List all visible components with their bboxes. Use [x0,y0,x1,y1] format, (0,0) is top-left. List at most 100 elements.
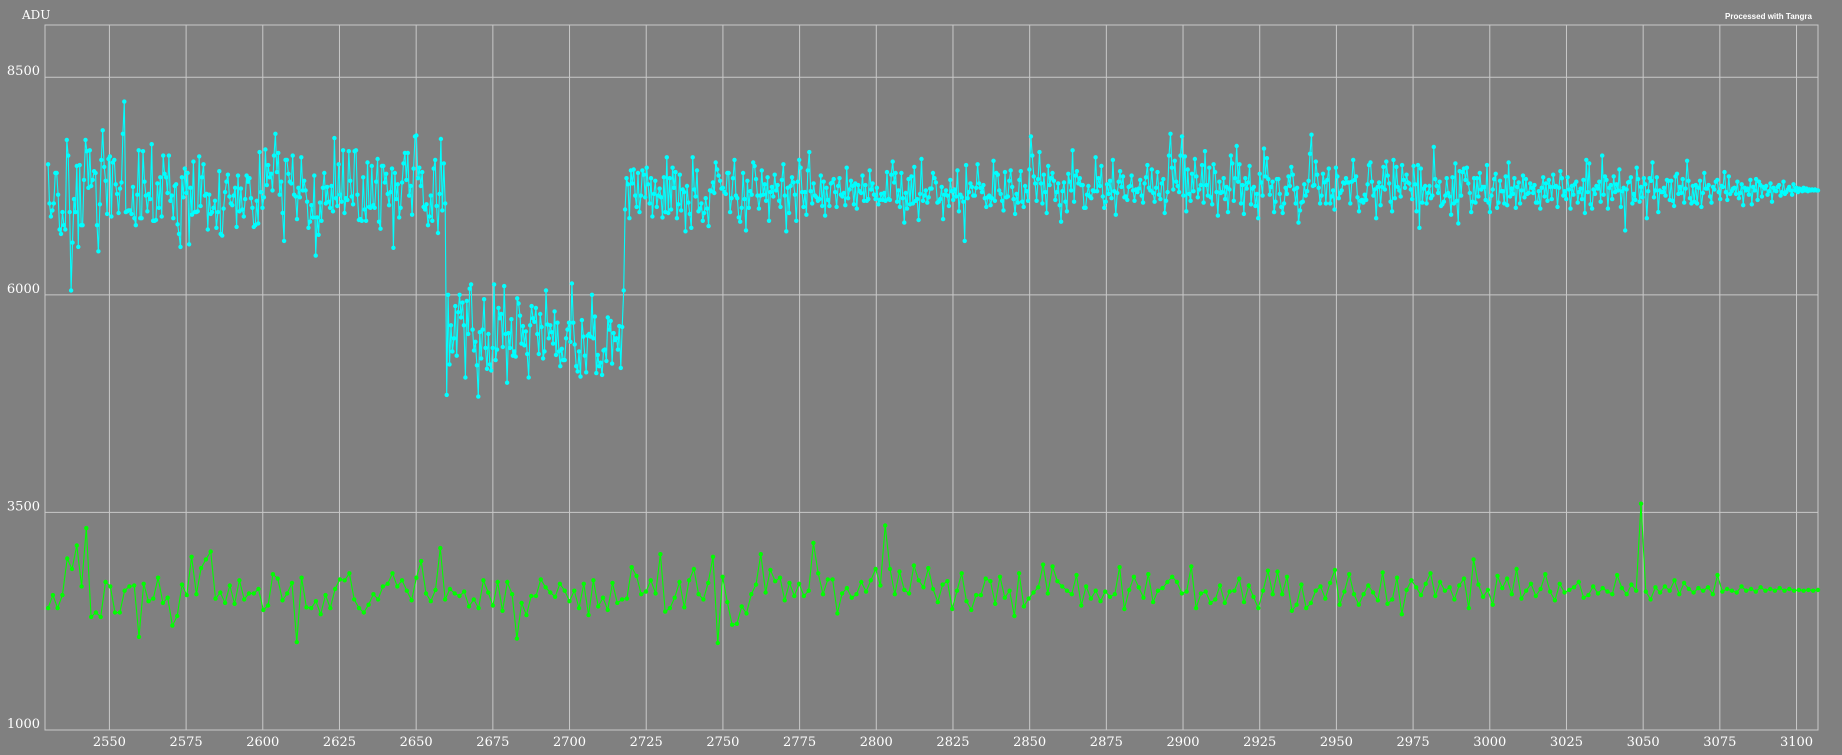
data-point [276,150,281,156]
data-point [175,613,180,619]
data-point [653,591,658,596]
data-point [1466,181,1471,186]
data-point [1267,192,1273,197]
data-point [1362,192,1367,197]
data-point [1211,162,1216,167]
data-point [1718,196,1723,202]
data-point [1682,200,1687,205]
data-point [1020,199,1025,204]
data-point [896,188,901,193]
data-point [1758,585,1763,590]
data-point [533,305,539,311]
data-point [1725,197,1730,203]
data-point [70,240,75,245]
data-point [630,181,635,186]
data-point [873,196,878,202]
data-point [916,578,921,583]
data-point [363,218,369,223]
data-point [732,157,737,163]
data-point [1428,571,1433,576]
data-point [621,288,626,293]
data-point [1643,182,1648,187]
data-point [1582,210,1588,216]
data-point [336,162,341,167]
data-point [1307,151,1313,156]
data-point [1061,180,1067,185]
data-point [74,543,80,548]
data-point [1441,199,1447,204]
data-point [1083,584,1089,589]
data-point [676,202,681,207]
data-point [858,190,864,196]
data-point [1122,606,1127,612]
data-point [1585,189,1591,195]
data-point [1447,585,1452,590]
data-point [530,316,536,321]
data-point [1663,193,1668,198]
data-point [1189,564,1194,569]
data-point [1038,181,1044,186]
data-point [371,592,376,597]
data-point [1397,188,1402,193]
data-point [1412,182,1418,187]
data-point [644,165,649,170]
data-point [1237,576,1242,581]
data-point [903,190,908,196]
data-point [683,229,688,234]
data-point [184,592,189,598]
data-point [198,203,203,209]
data-point [181,195,186,200]
data-point [935,599,940,605]
data-point [293,194,298,199]
data-point [1012,613,1017,619]
data-point [428,193,433,198]
data-point [129,211,134,217]
data-point [693,194,698,199]
data-point [1752,188,1757,193]
data-point [242,597,247,602]
data-point [286,171,291,176]
data-point [366,602,371,607]
data-point [476,605,481,611]
data-point [1710,592,1716,597]
data-point [285,591,290,596]
data-point [490,345,495,351]
data-point [1557,581,1562,586]
data-point [268,171,274,176]
data-point [1136,585,1141,590]
data-point [399,180,405,185]
data-point [1015,200,1021,205]
data-point [68,288,74,293]
data-point [761,192,766,197]
data-point [327,205,333,210]
data-point [824,185,829,190]
data-point [339,199,344,204]
data-point [60,209,65,215]
data-point [870,181,875,186]
data-point [135,192,140,197]
data-point [798,165,803,170]
data-point [591,336,596,341]
data-point [726,170,731,176]
data-point [1361,592,1366,597]
data-point [500,344,505,350]
data-point [930,170,936,176]
data-point [411,166,416,171]
data-point [1143,175,1149,180]
data-point [452,591,457,596]
data-point [1336,196,1342,201]
data-point [1391,157,1396,163]
data-point [248,196,254,201]
data-point [543,288,549,293]
data-point [1197,187,1202,192]
data-point [1706,182,1711,188]
data-point [738,219,743,224]
data-point [1375,184,1380,190]
data-point [1187,191,1192,197]
data-point [441,161,446,166]
data-point [299,155,304,160]
data-point [805,168,810,173]
data-point [1662,584,1668,589]
data-point [397,215,402,220]
data-point [1637,199,1642,204]
